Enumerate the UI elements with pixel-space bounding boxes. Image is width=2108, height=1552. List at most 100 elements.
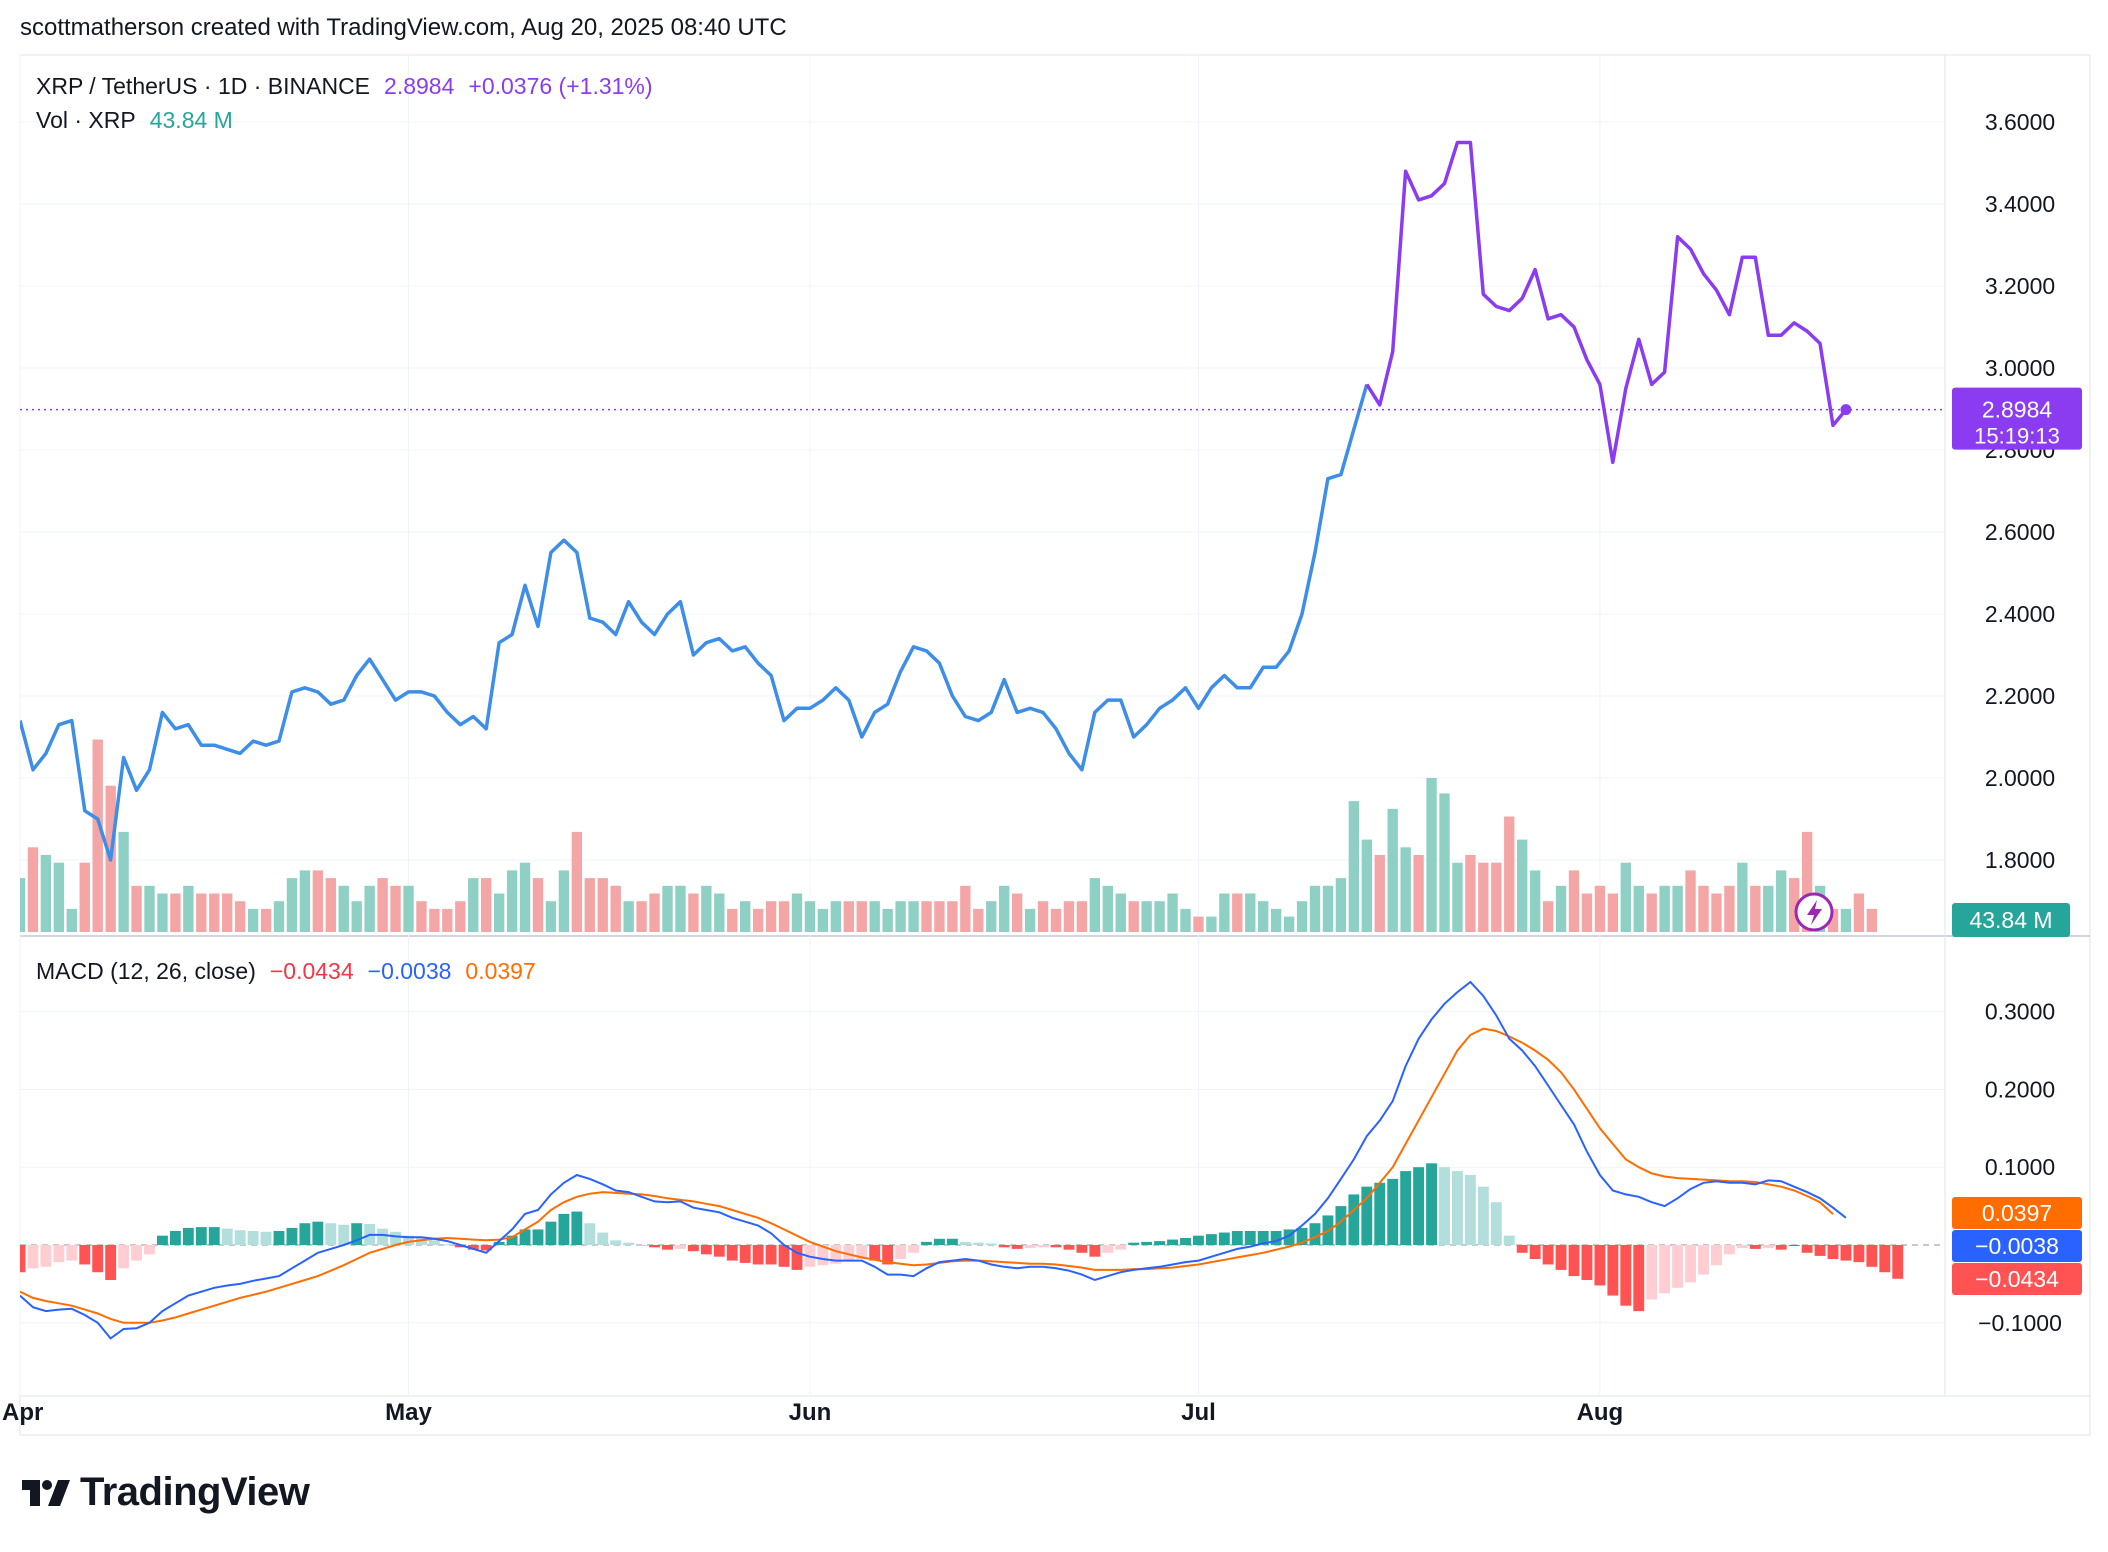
volume-bar [1037, 901, 1049, 932]
macd-histogram-bar [299, 1223, 311, 1245]
macd-histogram-bar [1892, 1245, 1904, 1279]
macd-histogram-bar [1011, 1245, 1023, 1249]
macd-histogram-bar [1270, 1230, 1282, 1245]
macd-histogram-bar [1568, 1245, 1580, 1277]
macd-histogram-bar [713, 1245, 725, 1257]
macd-histogram-bar [700, 1245, 712, 1255]
macd-histogram-bar [480, 1245, 492, 1251]
macd-histogram-bar [1231, 1230, 1243, 1245]
volume-bar [740, 901, 751, 932]
volume-bar [1763, 885, 1774, 932]
macd-histogram-bar [1646, 1245, 1658, 1300]
lightning-icon[interactable] [1794, 892, 1834, 932]
macd-histogram-bar [1426, 1163, 1437, 1245]
volume-bar [1594, 885, 1606, 932]
volume-bar [973, 908, 984, 932]
macd-histogram-bar [1257, 1230, 1269, 1245]
volume-bar [403, 885, 414, 932]
macd-histogram-bar [53, 1245, 65, 1263]
time-tick-label: Aug [1577, 1399, 1624, 1426]
volume-bar [157, 893, 168, 932]
macd-histogram-bar [338, 1224, 350, 1245]
volume-bar [20, 878, 26, 932]
volume-bar [636, 901, 647, 932]
macd-histogram-bar [1076, 1245, 1088, 1253]
macd-tick-label: 0.3000 [1985, 999, 2055, 1025]
tradingview-logo: TradingView [22, 1470, 310, 1515]
macd-histogram-bar [856, 1245, 868, 1260]
macd-histogram-bar [1529, 1245, 1541, 1260]
macd-histogram-bar [105, 1245, 117, 1281]
macd-histogram-bar [79, 1245, 91, 1265]
last-price-dot [1840, 404, 1852, 416]
price-line-blue [20, 383, 1369, 862]
volume-bar [714, 893, 725, 932]
price-tick-label: 3.0000 [1985, 355, 2055, 381]
volume-bar [1439, 793, 1450, 932]
volume-bar [209, 893, 220, 932]
grid [19, 55, 1945, 1396]
volume-bar [273, 901, 285, 932]
macd-line-badge [1952, 1230, 2082, 1262]
volume-bar [1711, 893, 1722, 932]
macd-histogram-bar [1102, 1245, 1114, 1253]
macd-histogram-bar [1141, 1241, 1153, 1245]
volume-bar [1270, 908, 1282, 932]
macd-histogram-bar [998, 1245, 1010, 1248]
volume-bar [1219, 893, 1230, 932]
macd-histogram-bar [778, 1245, 790, 1267]
volume-bar [895, 901, 906, 932]
macd-histogram-bar [1439, 1167, 1450, 1245]
volume-bar [1555, 885, 1567, 932]
macd-histogram-bar [144, 1245, 155, 1255]
macd-histogram-bar [1594, 1245, 1606, 1286]
time-tick-label: Jun [789, 1399, 832, 1426]
macd-histogram-bar [1685, 1245, 1696, 1283]
macd-histogram-bar [623, 1242, 635, 1245]
volume-bar [701, 885, 712, 932]
legend-volume-value: 43.84 M [150, 107, 233, 133]
macd-histogram-bar [182, 1227, 194, 1245]
macd-histogram-bar [1283, 1229, 1295, 1245]
volume-bar [882, 908, 893, 932]
macd-histogram-bar [157, 1235, 168, 1245]
price-tick-label: 2.4000 [1985, 601, 2055, 627]
macd-histogram-bar [636, 1245, 648, 1246]
volume-bar [817, 908, 829, 932]
volume-bar [1193, 916, 1204, 932]
macd-signal-badge [1952, 1197, 2082, 1229]
macd-histogram-bar [1180, 1237, 1191, 1245]
macd-histogram-bar [1296, 1227, 1308, 1245]
volume-bar [1672, 885, 1683, 932]
volume-bar [1374, 855, 1385, 932]
macd-histogram-bar [1672, 1245, 1684, 1288]
volume-bar [1633, 885, 1644, 932]
volume-bar [416, 901, 427, 932]
macd-histogram-bar [1115, 1245, 1127, 1250]
macd-histogram-bar [869, 1245, 881, 1261]
volume-bar [1348, 801, 1360, 932]
volume-bar [222, 893, 233, 932]
macd-histogram-bar [1814, 1245, 1826, 1256]
macd-histogram-bar [1866, 1245, 1878, 1267]
volume-bar [1322, 885, 1334, 932]
volume-bar [1452, 862, 1463, 932]
volume-bars [20, 739, 1878, 932]
macd-line-badge-label: −0.0038 [1975, 1233, 2059, 1259]
macd-signal-badge-label: 0.0397 [1982, 1200, 2052, 1226]
macd-histogram-bar [454, 1245, 466, 1248]
macd-histogram-bar [428, 1240, 440, 1245]
volume-bar [364, 885, 375, 932]
macd-histogram-bar [532, 1229, 544, 1245]
macd-hist-badge [1952, 1263, 2082, 1295]
volume-bar [442, 908, 453, 932]
macd-pane [20, 980, 1945, 1340]
volume-bar [921, 901, 932, 932]
price-tick-label: 3.2000 [1985, 273, 2055, 299]
volume-bar [1245, 893, 1256, 932]
macd-histogram-bar [1749, 1245, 1761, 1249]
macd-histogram-bar [1050, 1245, 1062, 1248]
macd-histogram-bar [1154, 1241, 1166, 1245]
volume-bar [999, 885, 1010, 932]
